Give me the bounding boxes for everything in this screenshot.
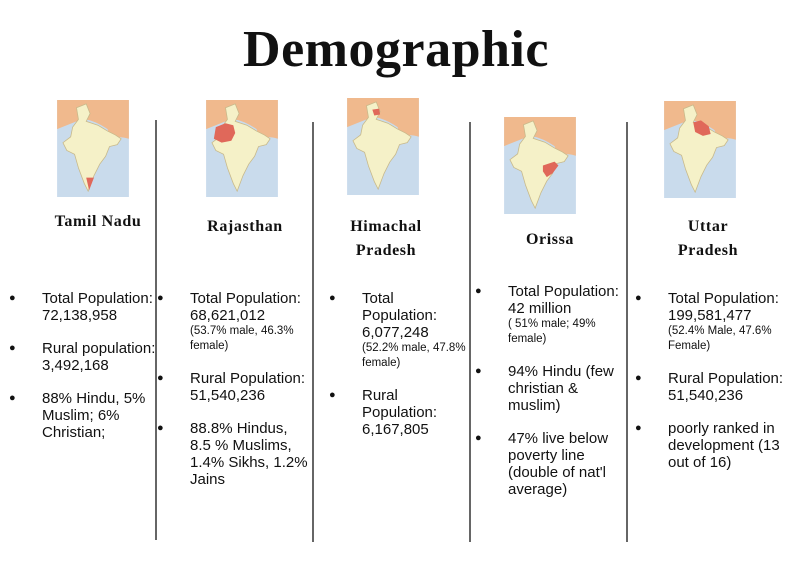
india-map-icon: [663, 101, 737, 198]
india-map-icon: [503, 117, 577, 214]
state-name-himachal-pradesh: Himachal Pradesh: [350, 218, 422, 259]
list-item: 88% Hindu, 5% Muslim; 6% Christian;: [9, 390, 158, 441]
list-item: 94% Hindu (few christian & muslim): [475, 363, 620, 414]
list-item: 88.8% Hindus, 8.5 % Muslims, 1.4% Sikhs,…: [157, 420, 310, 488]
state-name-rajasthan: Rajasthan: [207, 218, 283, 235]
list-item: Rural population: 3,492,168: [9, 340, 158, 374]
list-item: Total Population: 42 million( 51% male; …: [475, 283, 620, 347]
page-title: Demographic: [243, 21, 549, 78]
india-map-icon: [56, 100, 130, 197]
facts-list: Total Population: 72,138,958 Rural popul…: [9, 290, 158, 457]
facts-list: Total Population: 199,581,477(52.4% Male…: [635, 290, 790, 487]
facts-list: Total Population: 42 million( 51% male; …: [475, 283, 620, 514]
column-divider: [155, 120, 157, 540]
state-name-tamil-nadu: Tamil Nadu: [54, 213, 142, 230]
india-map-icon: [205, 100, 279, 197]
state-name-uttar-pradesh: Uttar Pradesh: [677, 218, 739, 259]
india-map-icon: [346, 98, 420, 195]
list-item: Rural Population: 51,540,236: [157, 370, 310, 404]
list-item: Total Population: 199,581,477(52.4% Male…: [635, 290, 790, 354]
column-divider: [626, 122, 628, 542]
column-divider: [312, 122, 314, 542]
list-item: Total Population: 6,077,248(52.2% male, …: [329, 290, 468, 371]
list-item: Rural Population: 51,540,236: [635, 370, 790, 404]
facts-list: Total Population: 68,621,012(53.7% male,…: [157, 290, 310, 504]
list-item: Total Population: 72,138,958: [9, 290, 158, 324]
list-item: Total Population: 68,621,012(53.7% male,…: [157, 290, 310, 354]
list-item: poorly ranked in development (13 out of …: [635, 420, 790, 471]
list-item: 47% live below poverty line (double of n…: [475, 430, 620, 498]
list-item: Rural Population: 6,167,805: [329, 387, 468, 438]
facts-list: Total Population: 6,077,248(52.2% male, …: [329, 290, 468, 454]
column-divider: [469, 122, 471, 542]
state-name-orissa: Orissa: [525, 231, 575, 248]
